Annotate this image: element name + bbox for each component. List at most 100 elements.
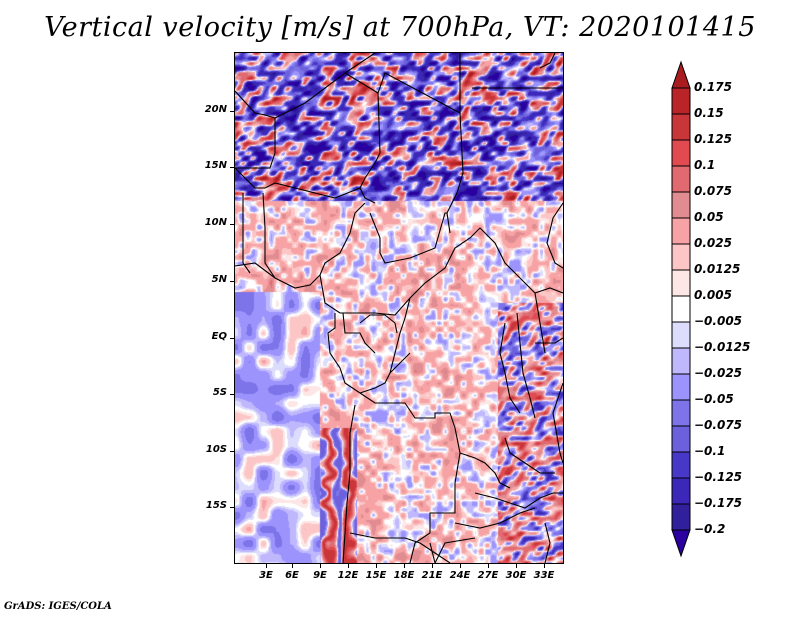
chart-title: Vertical velocity [m/s] at 700hPa, VT: 2…: [44, 12, 756, 43]
border-line: [262, 192, 276, 279]
colorbar-segment: [671, 269, 691, 297]
colorbar-segment: [671, 477, 691, 505]
colorbar-segment: [671, 451, 691, 479]
colorbar-label: −0.175: [694, 496, 743, 510]
border-line: [342, 312, 376, 354]
x-tick-label: 18E: [393, 570, 415, 581]
colorbar-segment: [671, 87, 691, 115]
country-borders: [235, 53, 563, 563]
colorbar-segment: [671, 321, 691, 349]
colorbar-segment: [671, 503, 691, 531]
y-tick: [230, 394, 235, 395]
x-tick-label: 3E: [259, 570, 273, 581]
y-tick-label: 15N: [204, 160, 227, 171]
y-tick: [230, 224, 235, 225]
colorbar-segment: [671, 295, 691, 323]
vertical-velocity-field: [235, 53, 563, 563]
x-tick: [348, 563, 349, 568]
x-tick: [516, 563, 517, 568]
colorbar-segment: [671, 217, 691, 245]
border-line: [539, 53, 556, 69]
colorbar-segment: [671, 113, 691, 141]
colorbar-label: −0.2: [694, 522, 726, 536]
border-line: [446, 112, 464, 234]
y-tick-label: 10N: [204, 217, 227, 228]
colorbar-label: 0.125: [694, 132, 732, 146]
colorbar-label: 0.1: [694, 158, 716, 172]
border-line: [242, 193, 251, 274]
x-tick-label: 9E: [313, 570, 327, 581]
y-tick-label: EQ: [211, 331, 227, 342]
border-line: [359, 314, 398, 334]
border-line: [327, 313, 361, 394]
x-tick: [460, 563, 461, 568]
border-line: [535, 337, 563, 344]
y-tick: [230, 167, 235, 168]
border-line: [546, 202, 563, 269]
y-tick-label: 15S: [205, 500, 227, 511]
colorbar-label: −0.0125: [694, 340, 751, 354]
colorbar-segment: [671, 191, 691, 219]
y-tick: [230, 111, 235, 112]
x-tick-label: 27E: [477, 570, 499, 581]
border-line: [434, 537, 476, 563]
colorbar-label: −0.005: [694, 314, 743, 328]
border-line: [389, 352, 411, 374]
footer-credit: GrADS: IGES/COLA: [4, 601, 112, 612]
colorbar-segment: [671, 347, 691, 375]
x-tick-label: 15E: [365, 570, 387, 581]
y-tick-label: 5N: [211, 274, 227, 285]
colorbar-segment: [671, 139, 691, 167]
border-line: [359, 297, 411, 394]
border-line: [499, 322, 521, 414]
border-line: [409, 452, 461, 563]
border-line: [340, 227, 563, 316]
x-tick-label: 24E: [449, 570, 471, 581]
colorbar-label: −0.025: [694, 366, 743, 380]
colorbar-label: −0.05: [694, 392, 734, 406]
colorbar-segment: [671, 425, 691, 453]
map-plot-area: [235, 53, 563, 563]
x-tick: [266, 563, 267, 568]
colorbar-label: 0.05: [694, 210, 724, 224]
border-line: [349, 532, 451, 563]
x-tick-label: 12E: [337, 570, 359, 581]
x-tick: [292, 563, 293, 568]
colorbar-label: 0.15: [694, 106, 724, 120]
x-tick: [376, 563, 377, 568]
colorbar-segment: [671, 373, 691, 401]
border-line: [274, 53, 376, 119]
border-line: [377, 53, 461, 114]
border-line: [359, 392, 511, 489]
border-line: [344, 72, 381, 189]
border-line: [429, 542, 436, 563]
x-tick-label: 6E: [285, 570, 299, 581]
border-line: [235, 262, 321, 289]
x-tick-label: 30E: [505, 570, 527, 581]
x-tick-label: 33E: [533, 570, 555, 581]
y-tick-label: 20N: [204, 104, 227, 115]
colorbar-label: 0.175: [694, 80, 732, 94]
border-line: [516, 312, 536, 419]
x-tick: [544, 563, 545, 568]
border-line: [369, 212, 447, 264]
colorbar-top-arrow: [671, 60, 691, 89]
x-tick: [432, 563, 433, 568]
y-tick: [230, 451, 235, 452]
map-frame: [234, 52, 564, 564]
border-line: [544, 522, 551, 563]
x-tick: [488, 563, 489, 568]
colorbar-label: 0.025: [694, 236, 732, 250]
border-line: [359, 187, 376, 204]
y-tick: [230, 507, 235, 508]
border-line: [474, 492, 563, 509]
border-line: [319, 274, 341, 314]
x-tick: [320, 563, 321, 568]
colorbar-label: 0.005: [694, 288, 732, 302]
colorbar-bottom-arrow: [671, 529, 691, 558]
colorbar-label: 0.075: [694, 184, 732, 198]
border-line: [235, 167, 361, 199]
x-tick: [404, 563, 405, 568]
y-tick: [230, 338, 235, 339]
colorbar-label: −0.075: [694, 418, 743, 432]
